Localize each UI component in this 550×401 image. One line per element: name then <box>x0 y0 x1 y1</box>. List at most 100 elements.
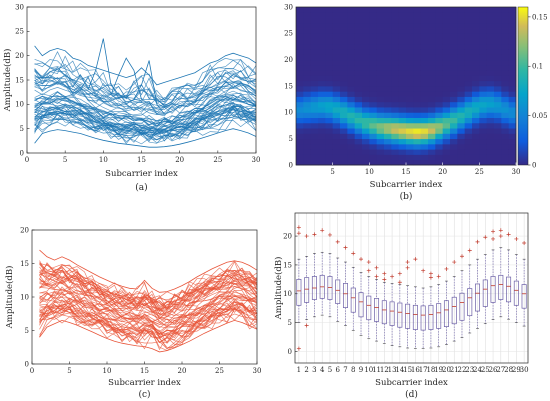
c-series-line <box>39 290 258 324</box>
box <box>342 283 348 308</box>
heatmap-cell <box>435 143 444 150</box>
heatmap-cell <box>508 7 517 13</box>
heatmap-cell <box>457 117 466 124</box>
heatmap-cell <box>318 80 326 87</box>
heatmap-cell <box>486 49 495 55</box>
heatmap-cell <box>486 33 495 39</box>
heatmap-cell <box>435 91 444 97</box>
box <box>412 304 418 330</box>
heatmap-cell <box>508 112 517 118</box>
heatmap-cell <box>457 12 466 18</box>
heatmap-cell <box>296 38 304 45</box>
heatmap-cell <box>457 154 466 161</box>
heatmap-cell <box>398 28 407 34</box>
heatmap-cell <box>472 12 480 18</box>
heatmap-cell <box>362 101 370 108</box>
heatmap-cell <box>501 96 510 103</box>
box-outlier <box>413 257 418 262</box>
heatmap-cell <box>340 54 348 61</box>
heatmap-cell <box>428 112 436 118</box>
heatmap-cell <box>310 7 319 13</box>
heatmap-cell <box>442 7 451 13</box>
heatmap-cell <box>479 70 488 76</box>
heatmap-cell <box>384 28 392 34</box>
heatmap-cell <box>457 7 466 13</box>
heatmap-cell <box>508 49 517 55</box>
heatmap-cell <box>486 96 495 103</box>
heatmap-cell <box>464 12 473 18</box>
heatmap-cell <box>369 22 378 29</box>
heatmap-cell <box>479 107 488 113</box>
heatmap-cell <box>362 143 370 150</box>
heatmap-cell <box>406 17 414 24</box>
heatmap-cell <box>347 33 356 39</box>
heatmap-cell <box>325 49 334 55</box>
heatmap-cell <box>435 138 444 145</box>
heatmap-cell <box>457 49 466 55</box>
heatmap-cell <box>325 17 334 24</box>
panel-d-boxes <box>296 225 527 351</box>
heatmap-cell <box>347 70 356 76</box>
heatmap-cell <box>420 143 429 150</box>
d-y-tick-label: 10 <box>283 290 292 298</box>
heatmap-cell <box>479 143 488 150</box>
heatmap-cell <box>296 154 304 161</box>
panel-a-y-ticks: 0 5 10 15 20 25 30 <box>15 3 30 157</box>
heatmap-cell <box>406 149 414 155</box>
heatmap-cell <box>406 75 414 82</box>
heatmap-cell <box>369 128 378 134</box>
heatmap-cell <box>501 28 510 34</box>
box <box>513 280 519 306</box>
heatmap-cell <box>428 143 436 150</box>
heatmap-cell <box>391 91 400 97</box>
heatmap-cell <box>428 59 436 66</box>
heatmap-cell <box>347 133 356 140</box>
heatmap-cell <box>479 54 488 61</box>
heatmap-cell <box>479 138 488 145</box>
heatmap-cell <box>420 91 429 97</box>
heatmap-cell <box>464 133 473 140</box>
heatmap-cell <box>450 159 458 166</box>
a-series-line <box>34 98 257 131</box>
heatmap-cell <box>420 80 429 87</box>
heatmap-cell <box>391 64 400 71</box>
heatmap-cell <box>310 75 319 82</box>
box-outlier <box>405 265 410 270</box>
panel-c-y-ticks: 0 5 10 15 20 <box>20 226 35 368</box>
heatmap-cell <box>413 49 422 55</box>
heatmap-cell <box>420 7 429 13</box>
heatmap-cell <box>486 59 495 66</box>
heatmap-cell <box>472 128 480 134</box>
panel-b-y-ticks: 0 5 10 15 20 25 30 <box>284 3 293 169</box>
a-envelope-lower <box>34 128 257 148</box>
heatmap-cell <box>428 154 436 161</box>
heatmap-cell <box>340 22 348 29</box>
heatmap-cell <box>318 70 326 76</box>
heatmap-cell <box>296 7 304 13</box>
heatmap-cell <box>413 149 422 155</box>
heatmap-cell <box>376 138 385 145</box>
heatmap-cell <box>376 64 385 71</box>
heatmap-cell <box>347 149 356 155</box>
heatmap-cell <box>508 117 517 124</box>
heatmap-cell <box>457 38 466 45</box>
heatmap-cell <box>369 7 378 13</box>
heatmap-cell <box>486 12 495 18</box>
a-series-line <box>34 82 257 115</box>
heatmap-cell <box>318 17 326 24</box>
heatmap-cell <box>376 43 385 50</box>
heatmap-cell <box>413 7 422 13</box>
heatmap-cell <box>508 133 517 140</box>
heatmap-cell <box>472 33 480 39</box>
heatmap-cell <box>347 128 356 134</box>
heatmap-cell <box>347 107 356 113</box>
heatmap-cell <box>318 112 326 118</box>
panel-b-x-ticks: 5 10 15 20 25 30 <box>330 162 520 176</box>
d-x-tick-label: 9 <box>359 366 363 374</box>
heatmap-cell <box>384 159 392 166</box>
b-y-tick-label: 0 <box>289 161 293 169</box>
heatmap-cell <box>494 101 502 108</box>
box-outlier <box>343 245 348 250</box>
heatmap-cell <box>391 128 400 134</box>
heatmap-cell <box>296 128 304 134</box>
